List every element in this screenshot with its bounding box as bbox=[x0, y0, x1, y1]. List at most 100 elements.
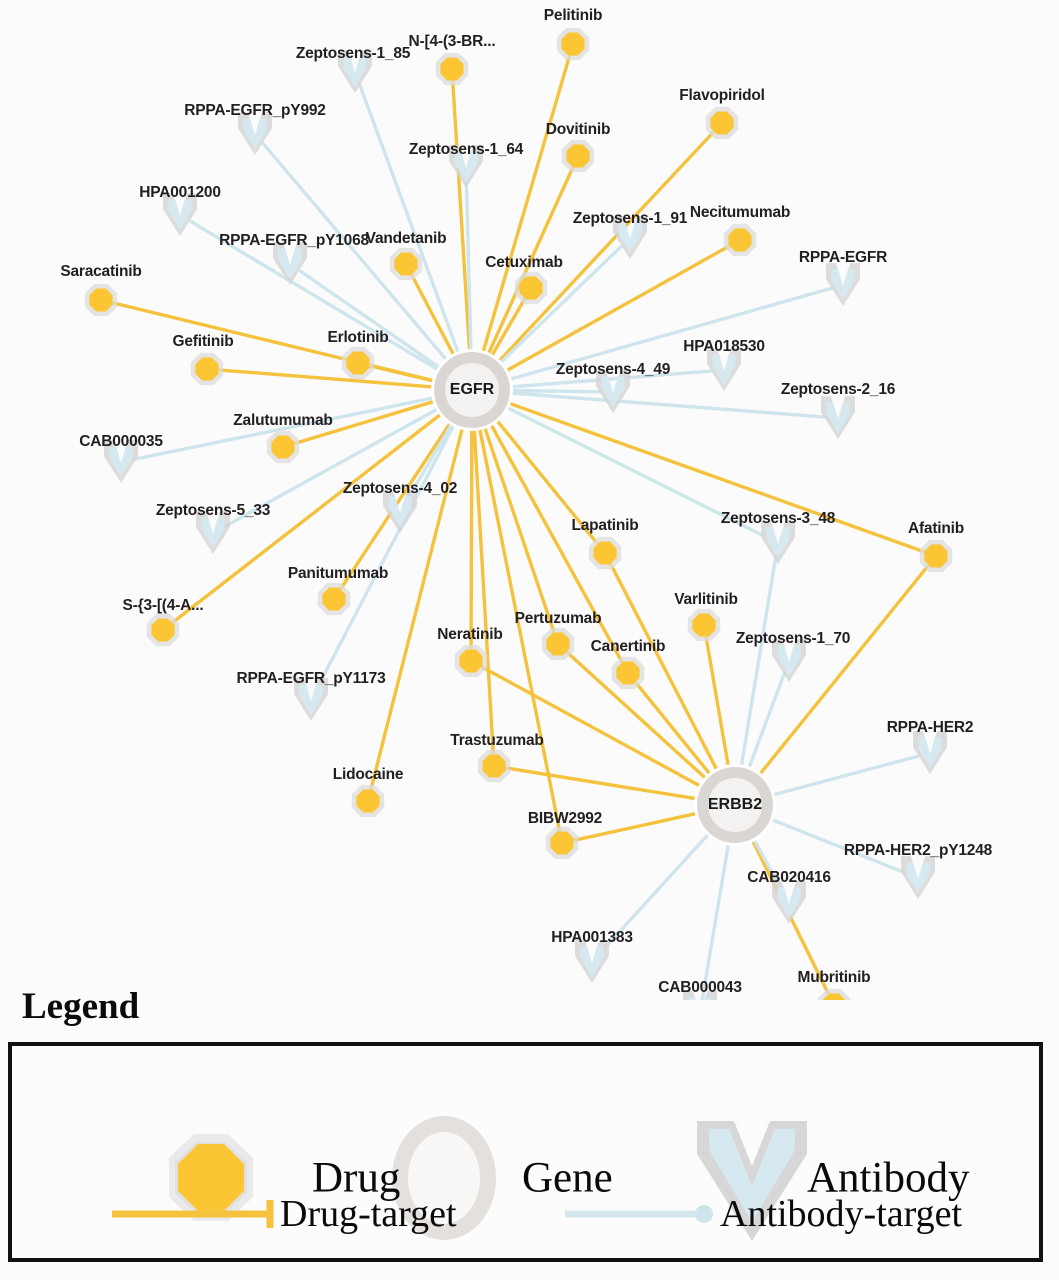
drug-node[interactable] bbox=[317, 582, 351, 616]
antibody-node[interactable] bbox=[613, 216, 647, 259]
antibody-node-shape bbox=[618, 222, 642, 253]
antibody-target-edge bbox=[502, 286, 833, 383]
drug-target-edge bbox=[501, 399, 926, 554]
drug-node[interactable] bbox=[435, 52, 469, 86]
drug-node-shape bbox=[271, 435, 295, 459]
antibody-node-shape bbox=[580, 946, 604, 977]
drug-node-shape bbox=[195, 357, 219, 381]
drug-target-edge bbox=[480, 665, 708, 791]
antibody-node[interactable] bbox=[575, 940, 609, 983]
antibody-node-shape bbox=[918, 737, 942, 768]
drug-target-edge bbox=[451, 80, 472, 359]
legend-label-antibody-target: Antibody-target bbox=[720, 1193, 963, 1235]
drug-node[interactable] bbox=[723, 223, 757, 257]
legend-label-drug: Drug bbox=[312, 1154, 401, 1202]
antibody-node-shape bbox=[201, 517, 225, 548]
antibody-node[interactable] bbox=[913, 731, 947, 774]
antibody-target-edge bbox=[222, 404, 445, 529]
drug-node-shape bbox=[924, 544, 948, 568]
antibody-target-edge bbox=[700, 835, 732, 1000]
antibody-node[interactable] bbox=[772, 881, 806, 924]
legend-gene-icon bbox=[392, 1116, 496, 1240]
drug-node[interactable] bbox=[454, 644, 488, 678]
antibody-node[interactable] bbox=[826, 263, 860, 306]
drug-node[interactable] bbox=[556, 27, 590, 61]
antibody-node-shape bbox=[601, 376, 625, 407]
drug-node[interactable] bbox=[146, 613, 180, 647]
antibody-node[interactable] bbox=[294, 678, 328, 721]
drug-node[interactable] bbox=[266, 430, 300, 464]
antibody-target-edge bbox=[464, 178, 473, 359]
drug-node[interactable] bbox=[351, 784, 385, 818]
antibody-target-edge bbox=[189, 219, 446, 375]
antibody-target-edge bbox=[298, 269, 447, 373]
antibody-node[interactable] bbox=[821, 396, 855, 439]
drug-node-shape bbox=[728, 228, 752, 252]
drug-node-shape bbox=[356, 789, 380, 813]
antibody-node-shape bbox=[906, 862, 930, 893]
drug-target-edge bbox=[480, 419, 556, 634]
antibody-node[interactable] bbox=[761, 521, 795, 564]
antibody-node[interactable] bbox=[449, 145, 483, 188]
antibody-node[interactable] bbox=[901, 856, 935, 899]
antibody-node-shape bbox=[299, 684, 323, 715]
antibody-node[interactable] bbox=[338, 50, 372, 93]
drug-node[interactable] bbox=[611, 656, 645, 690]
drug-target-edge bbox=[565, 651, 713, 785]
drug-node[interactable] bbox=[514, 271, 548, 305]
drug-node[interactable] bbox=[84, 283, 118, 317]
drug-target-edge bbox=[492, 130, 715, 368]
antibody-node-shape bbox=[168, 199, 192, 230]
drug-node[interactable] bbox=[545, 826, 579, 860]
drug-node-shape bbox=[459, 649, 483, 673]
antibody-node-shape bbox=[109, 446, 133, 477]
drug-target-edge bbox=[293, 397, 443, 445]
antibody-node[interactable] bbox=[707, 348, 741, 391]
drug-node[interactable] bbox=[389, 247, 423, 281]
antibody-node[interactable] bbox=[163, 193, 197, 236]
drug-target-edge bbox=[476, 420, 562, 832]
antibody-node[interactable] bbox=[273, 242, 307, 285]
drug-node[interactable] bbox=[817, 988, 851, 1000]
antibody-node-shape bbox=[388, 496, 412, 527]
drug-target-edge bbox=[754, 564, 930, 782]
drug-target-edge bbox=[486, 417, 624, 664]
antibody-node-shape bbox=[777, 645, 801, 676]
drug-target-edge bbox=[171, 408, 448, 624]
edge-layer bbox=[111, 54, 930, 1000]
drug-node[interactable] bbox=[705, 106, 739, 140]
gene-node[interactable] bbox=[694, 764, 776, 846]
drug-node[interactable] bbox=[687, 608, 721, 642]
drug-node-shape bbox=[616, 661, 640, 685]
legend-graphics bbox=[112, 1116, 807, 1241]
legend-box: Drug Gene Antibody Drug-target Antibody-… bbox=[8, 1042, 1043, 1262]
antibody-node[interactable] bbox=[383, 490, 417, 533]
legend-drug-icon bbox=[169, 1134, 253, 1221]
antibody-node-shape bbox=[454, 151, 478, 182]
drug-node[interactable] bbox=[341, 346, 375, 380]
drug-node-shape bbox=[710, 111, 734, 135]
gene-node[interactable] bbox=[431, 349, 513, 431]
drug-node[interactable] bbox=[561, 139, 595, 173]
drug-node[interactable] bbox=[477, 749, 511, 783]
drug-node-shape bbox=[593, 541, 617, 565]
antibody-node[interactable] bbox=[238, 112, 272, 155]
drug-target-edge bbox=[469, 421, 474, 650]
antibody-node[interactable] bbox=[196, 511, 230, 554]
antibody-target-edge bbox=[765, 754, 920, 799]
antibody-node-shape bbox=[777, 887, 801, 918]
drug-node[interactable] bbox=[588, 536, 622, 570]
antibody-node[interactable] bbox=[596, 370, 630, 413]
legend-label-gene: Gene bbox=[522, 1154, 613, 1202]
drug-node[interactable] bbox=[190, 352, 224, 386]
gene-node-inner bbox=[445, 363, 499, 417]
gene-node-label: EGFR bbox=[449, 381, 495, 398]
drug-node[interactable] bbox=[541, 627, 575, 661]
antibody-node-shape bbox=[688, 997, 712, 1000]
antibody-node[interactable] bbox=[772, 639, 806, 682]
antibody-node[interactable] bbox=[104, 440, 138, 483]
drug-target-edge bbox=[704, 636, 732, 775]
antibody-target-edge bbox=[499, 403, 769, 539]
antibody-node[interactable] bbox=[683, 991, 717, 1000]
drug-node[interactable] bbox=[919, 539, 953, 573]
